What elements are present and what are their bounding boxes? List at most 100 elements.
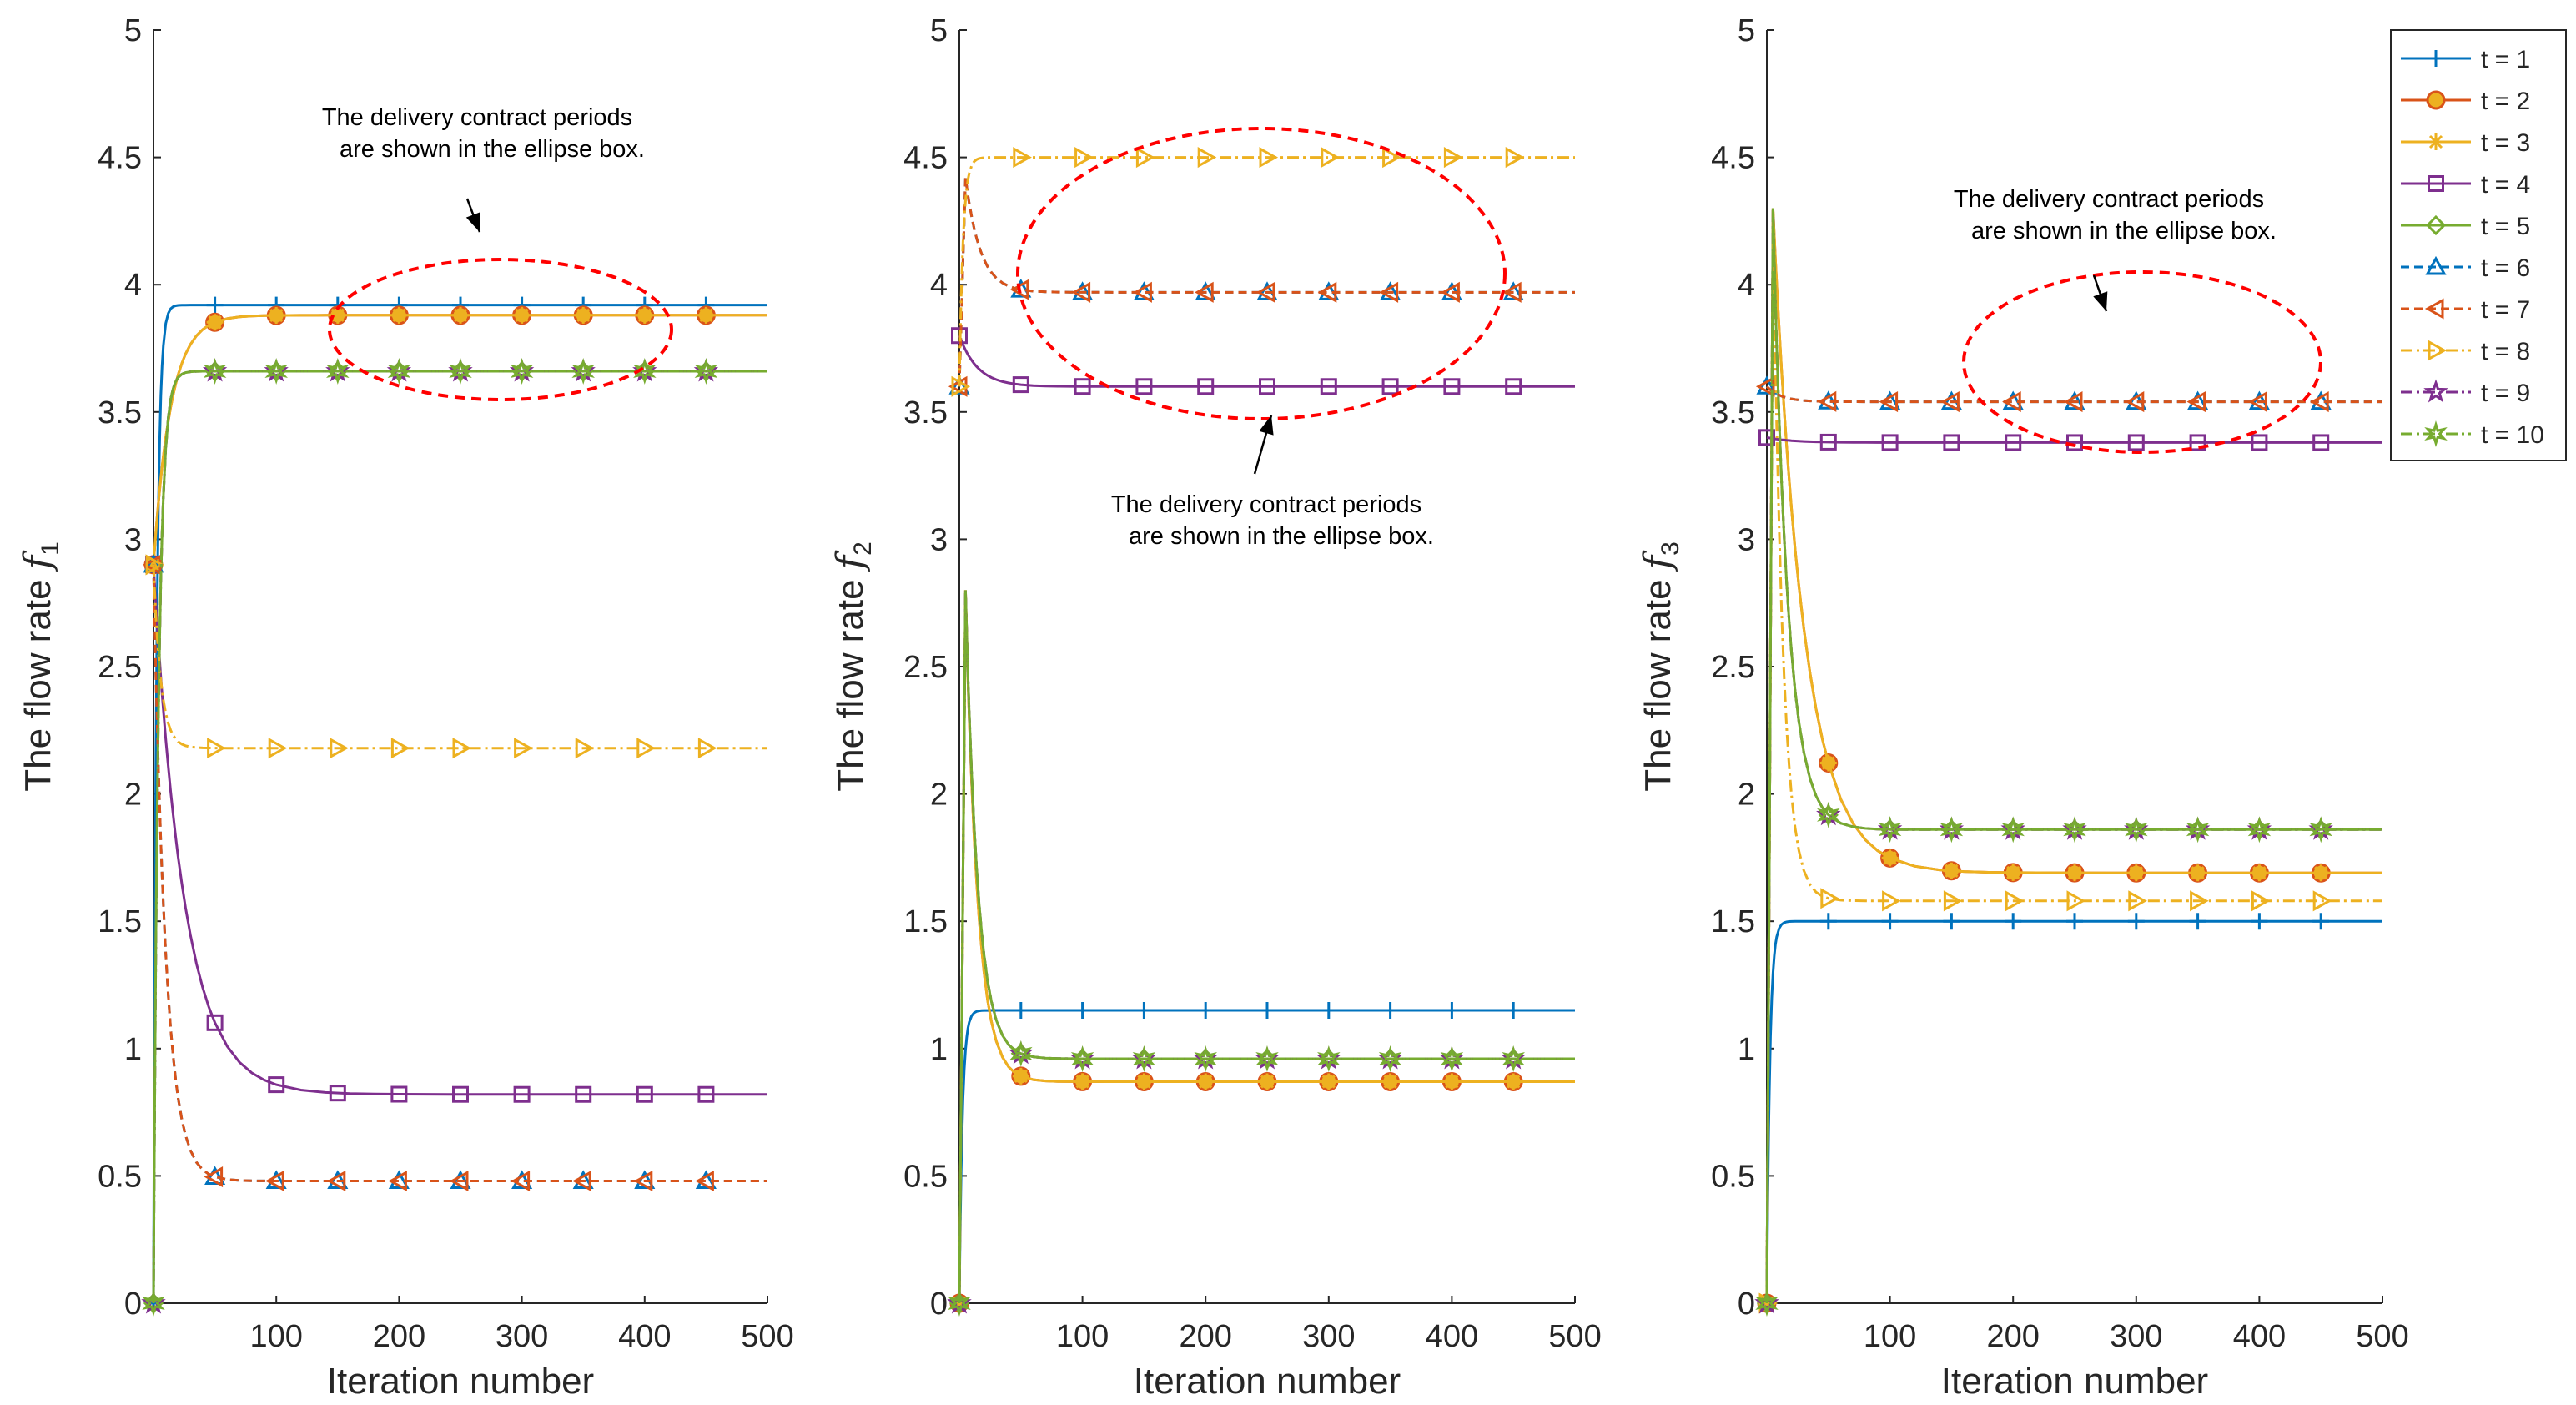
data-point-hexagram-icon	[203, 358, 227, 385]
data-point-square-icon	[1758, 429, 1775, 446]
legend-entry: t = 4	[2401, 171, 2530, 199]
x-axis-label: Iteration number	[1134, 1361, 1401, 1402]
data-point-square-icon	[2251, 434, 2268, 451]
legend-entry: t = 5	[2401, 213, 2530, 240]
y-tick-label: 0	[930, 1287, 948, 1322]
data-point-triangle-left-icon	[1879, 391, 1899, 413]
data-point-triangle-right-icon	[1135, 147, 1155, 169]
data-point-triangle-right-icon	[268, 738, 288, 759]
data-point-triangle-right-icon	[1321, 147, 1340, 169]
data-point-triangle-right-icon	[207, 738, 226, 759]
legend-label: t = 1	[2481, 46, 2530, 73]
data-point-triangle-right-icon	[2251, 890, 2271, 912]
legend-pentagram-icon	[2423, 379, 2448, 403]
data-point-hexagram-icon	[633, 358, 657, 385]
data-point-plus-icon	[2312, 913, 2330, 930]
data-point-asterisk-icon	[1505, 1073, 1522, 1090]
x-tick-label: 300	[496, 1319, 548, 1354]
highlight-ellipse	[328, 258, 673, 401]
data-point-triangle-left-icon	[2186, 391, 2206, 413]
legend-triangle-right-icon	[2428, 340, 2448, 361]
series-line	[958, 1009, 1575, 1304]
data-point-square-icon	[206, 1014, 224, 1031]
data-point-square-icon	[1259, 378, 1275, 395]
data-point-square-icon	[2127, 434, 2145, 451]
data-point-triangle-left-icon	[1133, 281, 1152, 303]
legend-triangle-up-icon	[2425, 255, 2447, 275]
data-point-asterisk-icon	[513, 306, 531, 324]
series-line	[958, 335, 1575, 388]
data-point-triangle-left-icon	[326, 1170, 346, 1192]
data-point-plus-icon	[1012, 1002, 1029, 1020]
data-point-triangle-left-icon	[511, 1170, 531, 1192]
data-point-plus-icon	[1443, 1002, 1461, 1020]
y-tick-label: 3.5	[903, 395, 948, 431]
y-axis-subscript: 1	[37, 541, 64, 556]
x-tick-label: 400	[1426, 1319, 1478, 1354]
y-tick-label: 2	[124, 778, 142, 813]
legend-square-icon	[2428, 175, 2444, 192]
data-point-triangle-up-icon	[948, 375, 970, 395]
x-tick-label: 500	[1548, 1319, 1601, 1354]
data-point-hexagram-icon	[387, 358, 411, 385]
y-tick-label: 3.5	[1711, 395, 1755, 431]
x-tick-label: 200	[1986, 1319, 2039, 1354]
data-point-triangle-right-icon	[2066, 890, 2086, 912]
y-axis-label: The flow rate f3	[1637, 541, 1684, 792]
data-point-square-icon	[1012, 376, 1029, 394]
data-point-triangle-right-icon	[2128, 890, 2147, 912]
data-point-hexagram-icon	[571, 358, 595, 385]
data-point-asterisk-icon	[1074, 1073, 1091, 1090]
series-t8	[951, 147, 1575, 397]
y-tick-label: 2.5	[1711, 650, 1755, 685]
data-point-asterisk-icon	[636, 306, 653, 324]
data-point-hexagram-icon	[694, 358, 718, 385]
y-tick-label: 1.5	[1711, 904, 1755, 939]
data-point-square-icon	[575, 1085, 592, 1103]
data-point-asterisk-icon	[575, 306, 592, 324]
data-point-asterisk-icon	[1381, 1073, 1399, 1090]
data-point-hexagram-icon	[1009, 1040, 1033, 1067]
legend-label: t = 8	[2481, 338, 2530, 365]
data-point-square-icon	[2189, 434, 2206, 451]
data-point-hexagram-icon	[1132, 1045, 1156, 1072]
data-point-plus-icon	[1259, 1002, 1275, 1020]
legend-hexagram-icon	[2424, 420, 2448, 447]
data-point-asterisk-icon	[2127, 864, 2145, 882]
data-point-triangle-left-icon	[204, 1166, 224, 1188]
legend-label: t = 7	[2481, 296, 2530, 324]
y-tick-label: 3	[124, 522, 142, 557]
legend-plus-icon	[2428, 50, 2444, 67]
legend-label: t = 6	[2481, 254, 2530, 282]
data-point-triangle-left-icon	[1317, 281, 1337, 303]
y-axis-label: The flow rate f2	[829, 541, 877, 792]
data-point-asterisk-icon	[1443, 1073, 1461, 1090]
data-point-asterisk-icon	[2005, 864, 2022, 881]
y-tick-label: 1.5	[98, 904, 142, 939]
legend-asterisk-icon	[2428, 133, 2444, 150]
series-t10	[948, 590, 1575, 1317]
data-point-plus-icon	[2189, 913, 2206, 930]
data-point-asterisk-icon	[1197, 1073, 1215, 1090]
y-tick-label: 0.5	[98, 1159, 142, 1194]
annotation-text: The delivery contract periods are shown i…	[322, 104, 645, 163]
data-point-square-icon	[2312, 434, 2330, 451]
data-point-hexagram-icon	[264, 358, 288, 385]
data-point-triangle-left-icon	[2310, 391, 2329, 413]
series-t4	[951, 327, 1575, 395]
data-point-square-icon	[390, 1085, 408, 1103]
data-point-asterisk-icon	[1259, 1073, 1275, 1090]
legend-label: t = 10	[2481, 421, 2544, 449]
legend-entry: t = 10	[2401, 420, 2544, 449]
data-point-plus-icon	[2127, 913, 2145, 930]
y-tick-label: 2	[1738, 778, 1755, 813]
data-point-hexagram-icon	[326, 358, 350, 385]
data-point-square-icon	[1320, 378, 1337, 395]
data-point-square-icon	[1943, 434, 1960, 451]
data-point-triangle-left-icon	[1817, 390, 1837, 412]
legend-entry: t = 6	[2401, 254, 2530, 282]
series-t10	[142, 358, 767, 1317]
series-line	[152, 304, 767, 1304]
data-point-triangle-right-icon	[1074, 147, 1094, 169]
data-point-hexagram-icon	[1378, 1045, 1402, 1072]
